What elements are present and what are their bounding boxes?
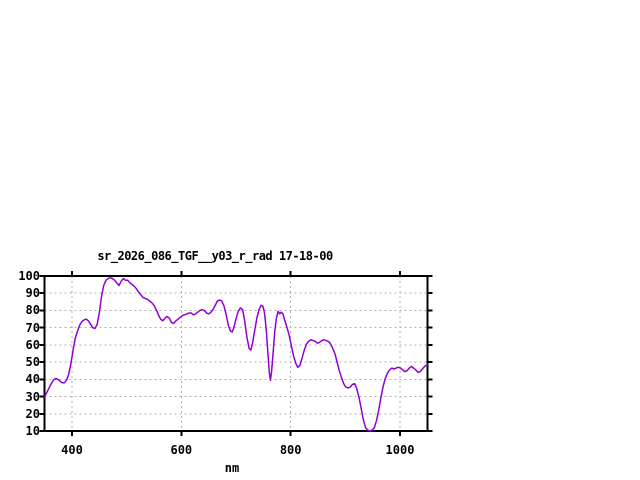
xtick-label-1000: 1000 [385,443,415,457]
chart-title: sr_2026_086_TGF__y03_r_rad 17-18-00 [97,249,333,263]
ytick-label-60: 60 [25,337,40,352]
xtick-label-800: 800 [279,443,302,457]
ytick-label-50: 50 [25,355,40,370]
xtick-label-400: 400 [61,443,83,457]
ytick-label-20: 20 [25,406,40,421]
ytick-label-40: 40 [25,372,40,387]
plot-border [43,275,429,432]
ytick-label-90: 90 [25,286,40,301]
ytick-label-10: 10 [25,424,40,438]
xtick-label-600: 600 [170,443,193,457]
ytick-label-80: 80 [25,303,40,318]
x-axis-label: nm [224,461,240,475]
ytick-label-70: 70 [25,320,40,335]
ytick-label-100: 100 [18,269,40,283]
ytick-label-30: 30 [25,389,40,404]
spectral-curve [43,276,429,432]
